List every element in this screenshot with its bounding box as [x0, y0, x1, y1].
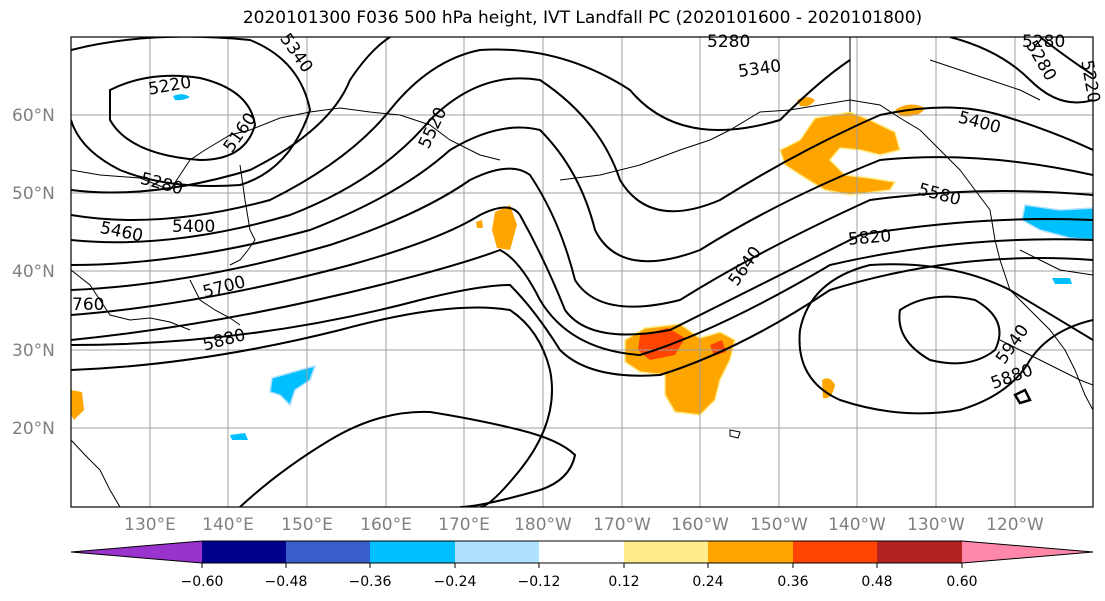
lat-label: 30°N [12, 341, 55, 361]
colorbar-segment [202, 541, 287, 563]
ivt-negative-region [1052, 278, 1072, 284]
ivt-positive-region [822, 378, 835, 399]
lon-label: 120°W [986, 515, 1044, 535]
contour-label: 760 [72, 295, 104, 315]
ivt-negative-region [230, 433, 248, 440]
lat-label: 60°N [12, 106, 55, 126]
contour-label: 5280 [1022, 32, 1065, 52]
colorbar-segment [877, 541, 962, 563]
lon-label: 170°W [593, 515, 651, 535]
lon-label: 150°W [750, 515, 808, 535]
lon-label: 160°E [360, 515, 412, 535]
colorbar-tick-label: −0.12 [518, 574, 561, 590]
ivt-negative-region [173, 94, 190, 101]
colorbar-segment [455, 541, 540, 563]
colorbar: −0.60 −0.48 −0.36 −0.24 −0.12 0.12 0.24 … [70, 540, 1094, 590]
colorbar-tick-label: −0.36 [349, 574, 392, 590]
contour-label: 5820 [847, 226, 892, 250]
lon-label: 160°W [671, 515, 729, 535]
contour-label: 5400 [172, 217, 215, 237]
colorbar-segment [962, 541, 1093, 563]
lon-label: 170°E [438, 515, 490, 535]
ivt-positive-region [71, 390, 84, 420]
lat-label: 40°N [12, 262, 55, 282]
colorbar-tick-label: 0.48 [861, 574, 892, 590]
lon-label: 150°E [281, 515, 333, 535]
contour-label: 5280 [707, 32, 750, 52]
lon-label: 180°W [514, 515, 572, 535]
colorbar-tick-label: −0.24 [434, 574, 477, 590]
colorbar-segment [539, 541, 624, 563]
colorbar-tick-label: 0.36 [777, 574, 808, 590]
lon-label: 130°E [124, 515, 176, 535]
colorbar-tick-label: −0.60 [181, 574, 224, 590]
ivt-positive-region [779, 111, 901, 196]
map-border [70, 36, 1094, 508]
colorbar-segment [708, 541, 793, 563]
coastlines [71, 37, 1093, 507]
ivt-positive-region [492, 205, 517, 250]
lon-label: 140°W [828, 515, 886, 535]
colorbar-segment [624, 541, 709, 563]
colorbar-segment [286, 541, 371, 563]
colorbar-segment [71, 541, 202, 563]
colorbar-segment [793, 541, 878, 563]
latitude-labels: 60°N 50°N 40°N 30°N 20°N [12, 106, 55, 439]
ivt-negative-region [269, 364, 317, 407]
ivt-positive-region [476, 220, 483, 228]
colorbar-tick-label: 0.60 [946, 574, 977, 590]
colorbar-segment [370, 541, 455, 563]
height-contours [71, 37, 1093, 507]
lon-label: 140°E [202, 515, 254, 535]
lat-label: 20°N [12, 419, 55, 439]
lat-label: 50°N [12, 184, 55, 204]
colorbar-tick-label: 0.12 [608, 574, 639, 590]
lon-label: 130°W [907, 515, 965, 535]
longitude-labels: 130°E 140°E 150°E 160°E 170°E 180°W 170°… [124, 515, 1044, 535]
colorbar-tick-label: −0.48 [265, 574, 308, 590]
colorbar-tick-label: 0.24 [692, 574, 723, 590]
map-title: 2020101300 F036 500 hPa height, IVT Land… [242, 8, 923, 28]
